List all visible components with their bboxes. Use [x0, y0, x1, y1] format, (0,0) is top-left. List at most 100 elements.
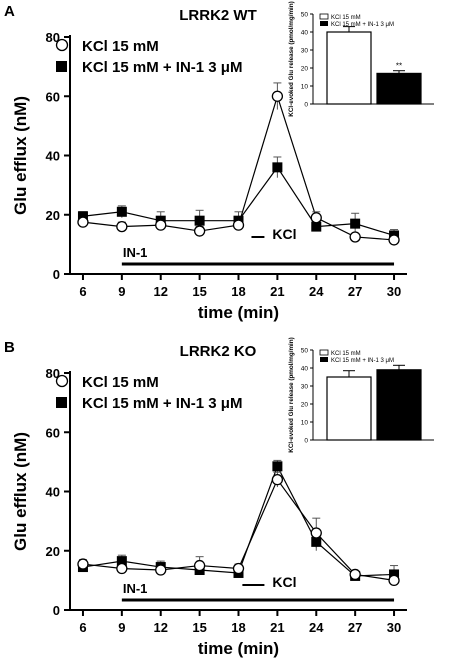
panel-b: B LRRK2 KO 0 20 40 60 80 6 9 12 15 18 21 24 27 30 time (…	[4, 337, 436, 658]
inset-y-axis-label: KCl-evoked Glu release (pmol/mg/min)	[288, 1, 295, 116]
data-point	[349, 568, 361, 581]
inset-y-tick-label: 30	[301, 48, 309, 55]
y-tick-label: 0	[53, 603, 60, 618]
inset-y-tick-label: 40	[301, 30, 309, 37]
y-tick-label: 20	[46, 208, 60, 223]
data-point	[311, 221, 322, 232]
data-point	[311, 536, 322, 547]
y-tick-label: 0	[53, 267, 60, 282]
kcl-label: KCl	[272, 574, 296, 590]
y-tick-label: 80	[46, 366, 60, 381]
inset-bar	[326, 31, 372, 105]
inset-y-tick-label: 20	[301, 66, 309, 73]
data-point	[116, 562, 128, 575]
inset-y-tick-label: 30	[301, 384, 309, 391]
data-point	[232, 219, 245, 231]
inset-chart: 0 10 20 30 40 50 KCl-evoked Glu release (pmol/…	[288, 1, 436, 117]
legend-marker	[56, 61, 67, 72]
inset-y-tick-label: 10	[301, 420, 309, 427]
y-tick-label: 40	[46, 485, 60, 500]
legend-marker	[55, 374, 69, 388]
x-axis-label: time (min)	[198, 639, 279, 658]
legend-label: KCl 15 mM + IN-1 3 μM	[82, 395, 242, 412]
inset-bar	[376, 72, 422, 105]
inset-y-tick-label: 40	[301, 366, 309, 373]
data-point	[272, 461, 283, 472]
inset-bar	[376, 369, 422, 441]
in1-label: IN-1	[123, 581, 148, 596]
inset-legend-marker	[319, 13, 329, 20]
y-axis-label: Glu efflux (nM)	[11, 96, 30, 215]
legend: KCl 15 mM KCl 15 mM + IN-1 3 μM	[55, 374, 242, 412]
inset-legend-marker	[319, 349, 329, 356]
x-tick-label: 27	[348, 620, 362, 635]
data-point	[271, 473, 284, 486]
legend-marker	[55, 38, 69, 52]
inset-chart: 0 10 20 30 40 50 KCl-evoked Glu release (pmol/…	[288, 337, 436, 453]
x-tick-label: 24	[309, 620, 324, 635]
data-point	[310, 212, 322, 224]
data-point	[155, 219, 167, 231]
data-point	[194, 215, 205, 226]
inset-legend-marker	[320, 357, 328, 362]
data-point	[77, 211, 88, 222]
panel-label: B	[4, 339, 15, 356]
data-point	[271, 90, 284, 102]
inset-y-tick-label: 20	[301, 402, 309, 409]
data-point	[389, 569, 400, 580]
x-tick-label: 9	[118, 620, 125, 635]
data-point	[116, 220, 128, 233]
chart-title: LRRK2 WT	[179, 7, 257, 24]
data-point	[388, 234, 400, 246]
legend-label: KCl 15 mM + IN-1 3 μM	[82, 59, 242, 76]
x-tick-label: 15	[192, 620, 206, 635]
x-tick-label: 21	[270, 620, 284, 635]
inset-y-tick-label: 50	[301, 348, 309, 355]
x-tick-label: 9	[118, 284, 125, 299]
kcl-label: KCl	[272, 226, 296, 242]
chart-title: LRRK2 KO	[180, 343, 257, 360]
in1-label: IN-1	[123, 245, 148, 260]
x-tick-label: 24	[309, 284, 324, 299]
x-tick-label: 6	[79, 620, 86, 635]
x-tick-label: 6	[79, 284, 86, 299]
data-point	[116, 206, 127, 217]
data-point	[193, 225, 206, 237]
data-point	[232, 562, 245, 575]
data-point	[350, 218, 361, 229]
inset-y-tick-label: 50	[301, 12, 309, 19]
data-point	[77, 216, 89, 228]
x-tick-label: 18	[231, 284, 245, 299]
panel-label: A	[4, 3, 15, 20]
inset-legend-label: KCl 15 mM	[331, 15, 361, 21]
inset-bar	[326, 376, 372, 441]
data-point	[116, 556, 127, 567]
x-axis-label: time (min)	[198, 303, 279, 322]
data-point	[349, 231, 361, 243]
y-axis-label: Glu efflux (nM)	[11, 432, 30, 551]
inset-y-tick-label: 0	[304, 102, 308, 109]
x-tick-label: 30	[387, 284, 401, 299]
x-tick-label: 12	[153, 284, 167, 299]
x-tick-label: 12	[153, 620, 167, 635]
y-tick-label: 60	[46, 425, 60, 440]
data-point	[193, 559, 206, 572]
inset-y-tick-label: 10	[301, 84, 309, 91]
y-tick-label: 40	[46, 149, 60, 164]
inset-legend-label: KCl 15 mM	[331, 351, 361, 357]
y-tick-label: 20	[46, 544, 60, 559]
data-point	[310, 527, 322, 539]
x-tick-label: 27	[348, 284, 362, 299]
inset-y-tick-label: 0	[304, 438, 308, 445]
legend: KCl 15 mM KCl 15 mM + IN-1 3 μM	[55, 38, 242, 76]
data-point	[155, 564, 167, 576]
x-tick-label: 30	[387, 620, 401, 635]
x-tick-label: 15	[192, 284, 206, 299]
data-point	[77, 558, 89, 570]
inset-legend-label: KCl 15 mM + IN-1 3 μM	[331, 22, 394, 28]
data-point	[388, 574, 400, 587]
y-tick-label: 60	[46, 89, 60, 104]
inset-legend-label: KCl 15 mM + IN-1 3 μM	[331, 358, 394, 364]
series-line	[82, 464, 395, 577]
x-tick-label: 21	[270, 284, 284, 299]
